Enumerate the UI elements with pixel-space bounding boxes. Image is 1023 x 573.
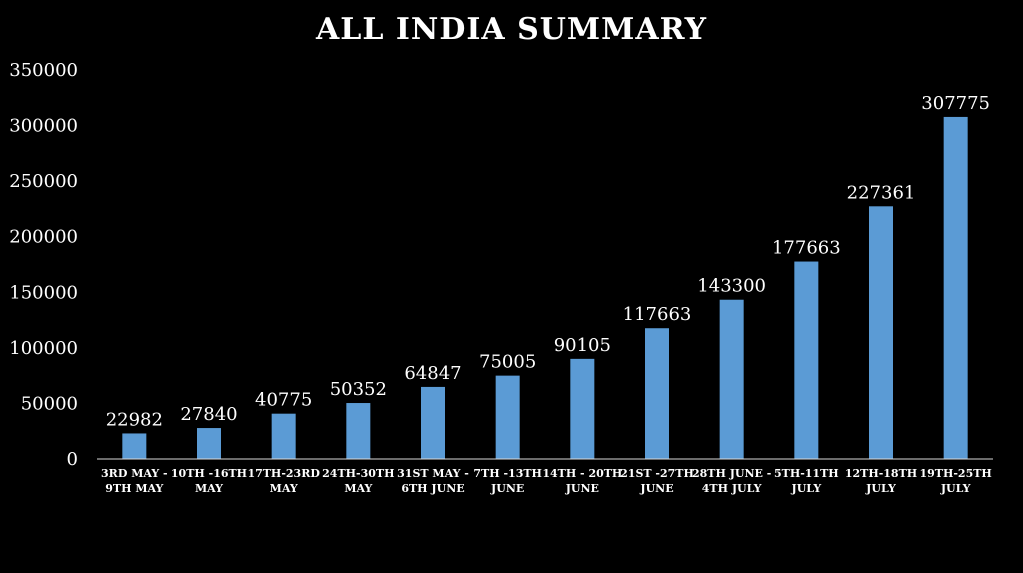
bar: [495, 375, 520, 459]
y-tick-label: 150000: [9, 282, 78, 303]
bar: [197, 428, 221, 459]
x-tick-label: 12TH-18TH JULY: [845, 467, 917, 495]
bar: [122, 433, 147, 459]
y-tick-label: 200000: [9, 227, 78, 248]
x-tick-label: 28TH JUNE -4TH JULY: [692, 467, 771, 495]
data-label: 40775: [255, 390, 312, 411]
bar: [421, 386, 445, 459]
data-label: 27840: [180, 404, 237, 425]
data-label: 177663: [772, 238, 841, 259]
bar: [719, 299, 744, 459]
bar: [570, 358, 595, 459]
data-label: 143300: [697, 276, 766, 297]
bar: [346, 403, 371, 459]
data-label: 90105: [554, 335, 611, 356]
x-tick-label: 31ST MAY -6TH JUNE: [397, 467, 469, 495]
data-label: 117663: [623, 304, 692, 325]
data-label: 64847: [404, 363, 461, 384]
x-tick-label: 24TH-30TH MAY: [322, 467, 394, 495]
y-tick-label: 350000: [9, 60, 78, 81]
y-tick-label: 50000: [21, 393, 78, 414]
data-label: 307775: [921, 93, 990, 114]
chart-title: ALL INDIA SUMMARY: [315, 12, 708, 47]
y-tick-label: 250000: [9, 171, 78, 192]
bar: [794, 261, 819, 459]
y-tick-label: 100000: [9, 338, 78, 359]
x-tick-label: 14TH - 20TH JUNE: [542, 467, 622, 495]
bar: [645, 328, 669, 459]
data-label: 227361: [847, 182, 916, 203]
y-axis-ticks: 0 50000 100000 150000 200000 250000 300000 3500…: [9, 60, 78, 470]
bar: [271, 413, 296, 459]
bar: [869, 206, 893, 459]
bar: [943, 116, 968, 460]
data-label: 22982: [106, 409, 163, 430]
data-label: 50352: [330, 379, 387, 400]
y-tick-label: 300000: [9, 116, 78, 137]
bars: [122, 116, 968, 460]
x-tick-label: 3RD MAY -9TH MAY: [101, 467, 168, 495]
x-tick-label: 5TH-11TH JULY: [774, 467, 839, 495]
x-tick-label: 19TH-25TH JULY: [919, 467, 991, 495]
x-tick-label: 21ST -27TH JUNE: [620, 467, 694, 495]
data-labels: 22982 27840 40775 50352 64847 75005 90105 11766…: [106, 93, 990, 431]
x-tick-label: 10TH -16TH MAY: [171, 467, 247, 495]
x-tick-label: 17TH-23RD MAY: [247, 467, 320, 495]
data-label: 75005: [479, 352, 536, 373]
y-tick-label: 0: [67, 449, 78, 470]
x-tick-label: 7TH -13TH JUNE: [473, 467, 542, 495]
